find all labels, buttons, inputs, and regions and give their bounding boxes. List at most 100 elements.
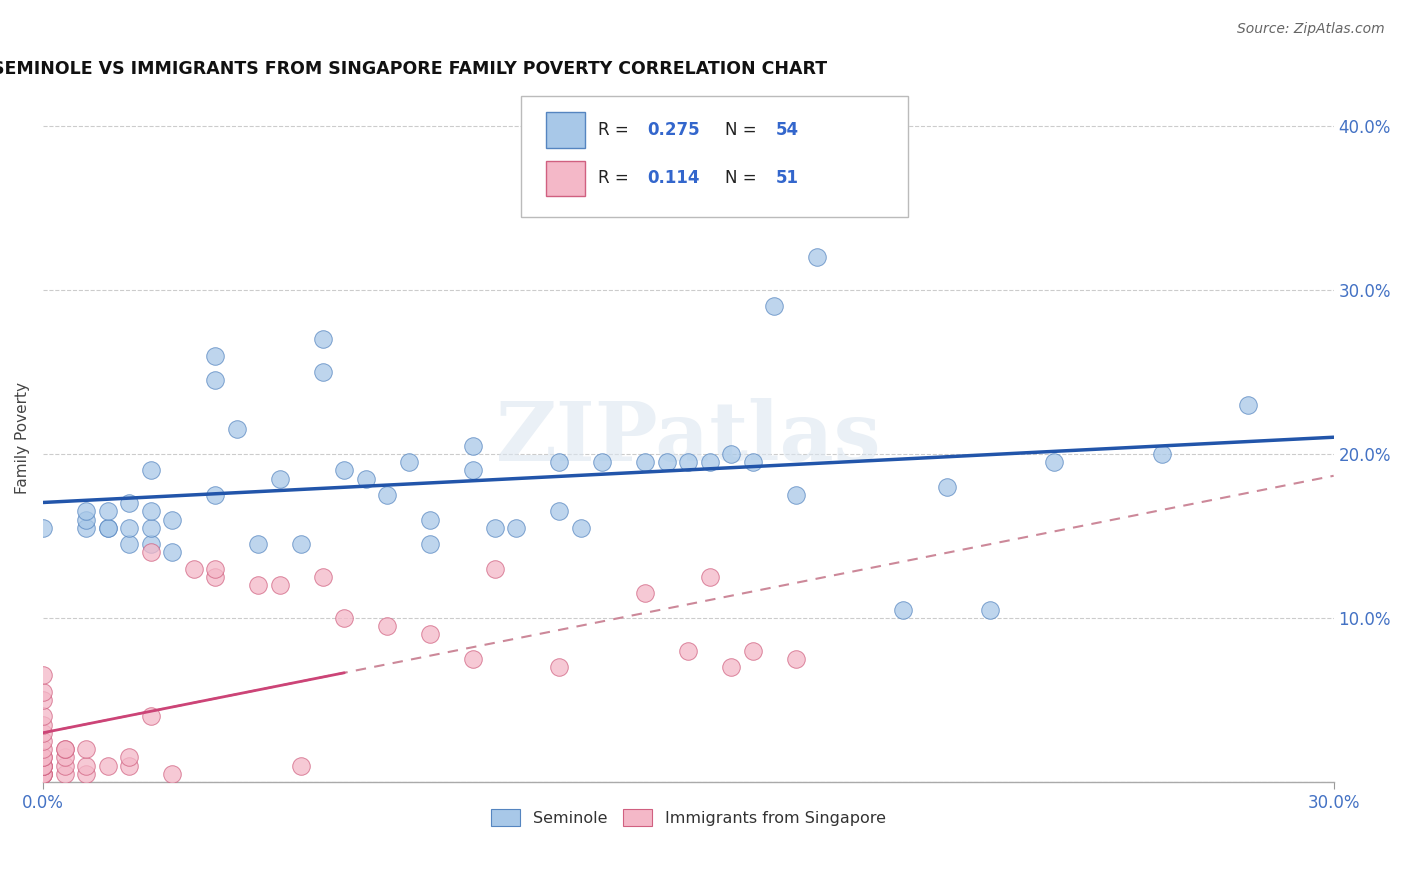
Point <box>763 299 786 313</box>
Point <box>75 766 97 780</box>
Point <box>32 758 55 772</box>
Point <box>634 455 657 469</box>
Point <box>53 742 76 756</box>
Point <box>53 758 76 772</box>
Point <box>505 521 527 535</box>
Point <box>375 488 398 502</box>
Point <box>655 455 678 469</box>
Point <box>375 619 398 633</box>
Point <box>32 758 55 772</box>
Point <box>806 250 828 264</box>
Text: Source: ZipAtlas.com: Source: ZipAtlas.com <box>1237 22 1385 37</box>
Point <box>1043 455 1066 469</box>
Point <box>548 504 571 518</box>
Point <box>118 521 141 535</box>
Point <box>32 685 55 699</box>
Point <box>32 521 55 535</box>
Point <box>312 365 335 379</box>
FancyBboxPatch shape <box>520 96 908 217</box>
Point <box>32 766 55 780</box>
Text: N =: N = <box>724 120 762 138</box>
Point <box>1236 398 1258 412</box>
Point <box>269 471 291 485</box>
Point <box>32 766 55 780</box>
Point <box>53 766 76 780</box>
Point <box>419 537 441 551</box>
Bar <box>547 112 585 148</box>
Point <box>591 455 613 469</box>
Point <box>463 439 485 453</box>
Point <box>162 766 184 780</box>
Point <box>354 471 377 485</box>
Point <box>419 627 441 641</box>
Point <box>139 521 162 535</box>
Point <box>742 455 765 469</box>
Point <box>269 578 291 592</box>
Point <box>290 537 312 551</box>
Point <box>32 734 55 748</box>
Point <box>118 537 141 551</box>
Point <box>75 504 97 518</box>
Point <box>742 644 765 658</box>
Point <box>225 422 247 436</box>
Point <box>139 504 162 518</box>
Legend: Seminole, Immigrants from Singapore: Seminole, Immigrants from Singapore <box>485 803 891 832</box>
Point <box>569 521 592 535</box>
Point <box>484 562 506 576</box>
Point <box>720 660 742 674</box>
Point <box>32 750 55 764</box>
Point <box>75 758 97 772</box>
Point <box>204 349 226 363</box>
Text: ZIPatlas: ZIPatlas <box>496 398 882 477</box>
Point <box>32 693 55 707</box>
Point <box>32 709 55 723</box>
Point <box>463 463 485 477</box>
Point <box>32 758 55 772</box>
Point <box>97 758 120 772</box>
Point <box>247 578 270 592</box>
Point <box>162 545 184 559</box>
Point <box>484 521 506 535</box>
Point <box>97 521 120 535</box>
Point <box>97 521 120 535</box>
Point <box>247 537 270 551</box>
Point <box>312 570 335 584</box>
Point <box>204 488 226 502</box>
Point <box>32 766 55 780</box>
Point <box>699 455 721 469</box>
Point <box>634 586 657 600</box>
Point <box>678 455 700 469</box>
Point <box>139 545 162 559</box>
Point <box>32 750 55 764</box>
Point <box>32 668 55 682</box>
Point <box>118 496 141 510</box>
Point <box>75 521 97 535</box>
Point <box>1150 447 1173 461</box>
Point <box>785 652 807 666</box>
Text: N =: N = <box>724 169 762 186</box>
Point <box>548 455 571 469</box>
Point <box>32 758 55 772</box>
Point <box>204 562 226 576</box>
Bar <box>547 161 585 196</box>
Point <box>419 512 441 526</box>
Text: 54: 54 <box>776 120 799 138</box>
Point <box>699 570 721 584</box>
Point <box>893 603 915 617</box>
Point <box>785 488 807 502</box>
Point <box>204 373 226 387</box>
Point <box>139 537 162 551</box>
Point <box>139 463 162 477</box>
Y-axis label: Family Poverty: Family Poverty <box>15 382 30 493</box>
Point <box>678 644 700 658</box>
Point <box>32 766 55 780</box>
Point <box>935 480 957 494</box>
Point <box>139 709 162 723</box>
Point <box>53 750 76 764</box>
Point <box>979 603 1001 617</box>
Point <box>32 726 55 740</box>
Point <box>548 660 571 674</box>
Point <box>720 447 742 461</box>
Point <box>32 717 55 731</box>
Point <box>75 742 97 756</box>
